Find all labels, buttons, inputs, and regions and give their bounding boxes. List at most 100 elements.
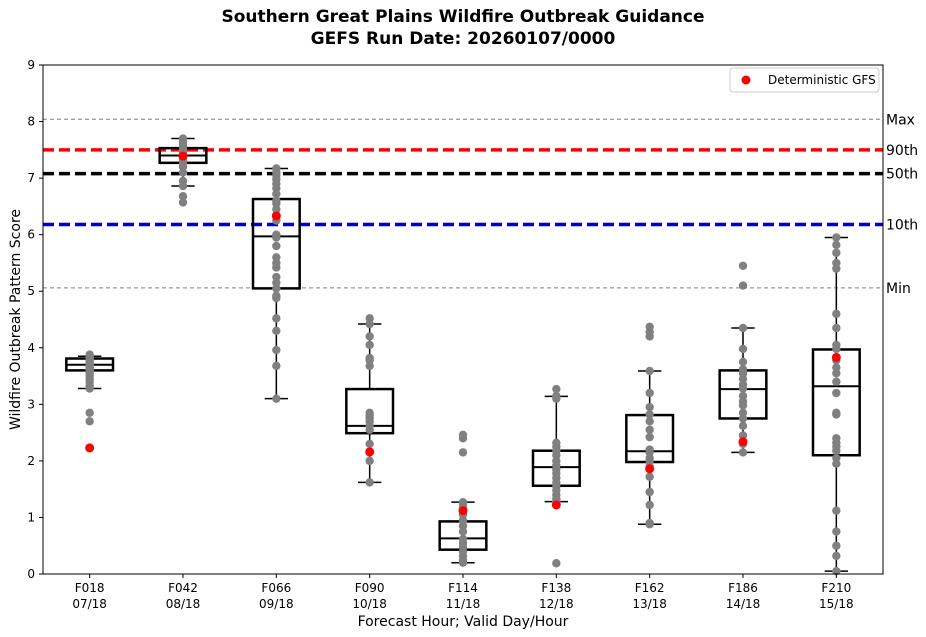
member-point [85,408,94,418]
member-point [645,500,654,510]
member-point [365,425,374,434]
y-tick-label: 2 [27,454,35,468]
deterministic-point [365,447,375,457]
member-point [85,417,94,426]
x-tick-label-valid: 11/18 [446,597,481,611]
member-point [645,388,654,398]
member-point [738,281,748,290]
member-point [738,401,748,410]
x-tick-label-valid: 08/18 [166,597,201,611]
x-tick-label-hour: F114 [448,581,478,595]
member-point [645,520,654,529]
member-point [738,421,748,431]
member-point [178,181,188,191]
deterministic-point [831,352,841,362]
member-point [178,198,188,207]
member-point [272,326,281,336]
member-point [365,361,374,371]
member-point [365,478,374,487]
x-axis: F018 07/18 F042 08/18 F066 09/18 F090 10/18 F114… [72,574,854,611]
x-tick-label-valid: 07/18 [72,597,107,611]
member-point [458,527,468,536]
reference-lines [43,118,883,289]
x-tick-label-valid: 14/18 [726,597,761,611]
member-point [365,340,374,350]
member-point [178,168,188,177]
member-point [832,264,841,273]
x-tick-label-hour: F138 [541,581,571,595]
x-tick-label-hour: F210 [821,581,851,595]
y-axis-label: Wildfire Outbreak Pattern Score [8,209,24,430]
x-tick-label-hour: F042 [168,581,198,595]
member-point [645,402,654,412]
deterministic-point [271,211,281,221]
x-tick-label-valid: 10/18 [352,597,387,611]
member-point [738,261,748,270]
y-tick-label: 7 [27,171,35,185]
member-point [832,459,841,468]
reference-label-min: Min [886,281,911,297]
member-point [178,192,188,201]
deterministic-point [85,443,95,453]
legend: Deterministic GFS [729,67,880,93]
member-point [645,332,654,341]
x-tick-label-hour: F090 [355,581,385,595]
reference-label-90th: 90th [886,143,918,159]
member-point [645,432,654,442]
member-point [738,414,748,423]
member-point [272,361,281,371]
reference-label-50th: 50th [886,167,918,183]
chart-subtitle: GEFS Run Date: 20260107/0000 [311,29,616,49]
member-point [832,377,841,386]
deterministic-point [178,151,188,161]
member-point [272,241,281,251]
y-tick-label: 9 [27,58,35,72]
member-point [832,566,841,576]
legend-frame [729,67,880,93]
member-point [832,369,841,378]
member-point [832,527,841,536]
member-point [365,332,374,341]
member-point [272,314,281,323]
y-tick-label: 8 [27,115,35,129]
member-point [738,323,748,333]
deterministic-point [738,437,748,447]
member-point [85,384,94,393]
legend-marker-deterministic [741,75,751,85]
member-point [738,384,748,393]
deterministic-point [645,464,655,474]
deterministic-points [85,151,841,516]
y-tick-label: 3 [27,397,35,411]
legend-label-deterministic: Deterministic GFS [768,73,876,87]
member-point [645,425,654,434]
member-point [832,541,841,550]
member-point [458,434,468,443]
chart-title: Southern Great Plains Wildfire Outbreak … [222,7,705,27]
member-point [645,410,654,419]
member-point [832,344,841,354]
member-point [458,558,468,567]
member-point [645,417,654,426]
reference-labels: Max 90th 50th 10th Min [886,112,918,297]
member-point [738,431,748,440]
x-tick-label-hour: F018 [75,581,105,595]
y-axis: 0 1 2 3 4 5 6 7 8 9 [27,58,43,581]
member-point [832,551,841,561]
x-tick-label-valid: 12/18 [539,597,574,611]
member-point [832,323,841,333]
member-point [645,472,654,481]
member-point [645,487,654,497]
member-point [552,559,561,568]
member-point [272,263,281,272]
x-tick-label-hour: F186 [728,581,758,595]
x-axis-label: Forecast Hour; Valid Day/Hour [358,614,569,630]
member-point [272,284,281,293]
reference-label-10th: 10th [886,217,918,233]
y-tick-label: 1 [27,510,35,524]
deterministic-point [551,500,561,510]
member-point [832,248,841,257]
member-point [738,448,748,457]
member-point [552,384,561,394]
member-point [832,446,841,455]
